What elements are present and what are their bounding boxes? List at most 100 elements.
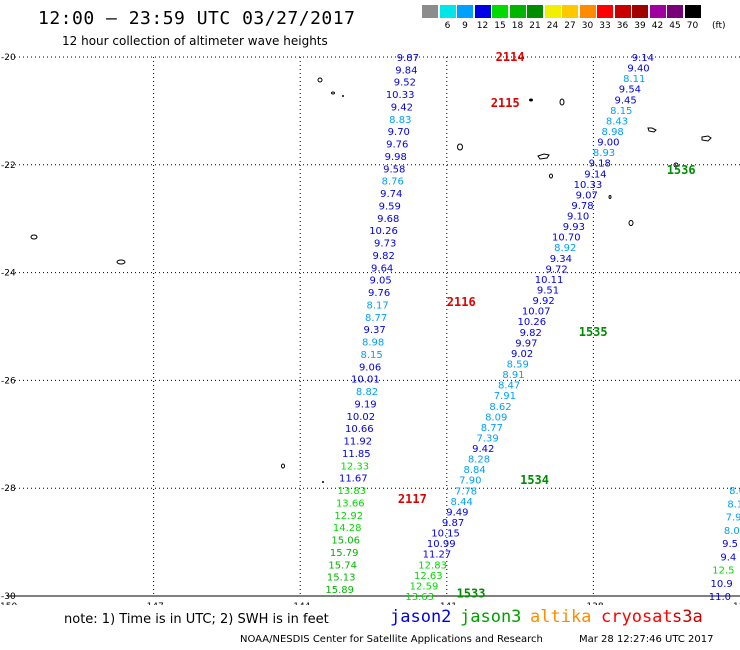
legend-swatch (422, 5, 438, 18)
wave-height-value: 9.42 (472, 444, 494, 455)
color-legend: 6 9 12 15 18 21 24 27 30 33 36 39 42 45 70 (ft) (422, 5, 740, 35)
wave-height-value: 9.02 (511, 349, 533, 360)
satellite-name: altika (530, 607, 592, 627)
legend-label: 45 (669, 21, 681, 31)
wave-height-value: 9.51 (537, 286, 559, 297)
credit-line: NOAA/NESDIS Center for Satellite Applica… (240, 634, 543, 645)
wave-height-value: 9.82 (520, 328, 542, 339)
wave-height-value: 9.07 (576, 190, 598, 201)
pass-label: 2116 (447, 295, 476, 309)
wave-height-value: 8.77 (481, 423, 503, 434)
wave-height-value: 11.0 (709, 592, 731, 603)
island (628, 220, 634, 226)
wave-height-value: 8.98 (362, 338, 384, 349)
wave-height-value: 10.26 (518, 317, 547, 328)
wave-height-value: 9.34 (550, 254, 572, 265)
wave-height-value: 7.90 (459, 476, 481, 487)
wave-height-value: 11.67 (339, 474, 368, 485)
legend-label: 70 (686, 21, 699, 31)
legend-label: 18 (511, 21, 524, 31)
legend-swatch (509, 5, 526, 18)
wave-height-value: 12.83 (418, 560, 447, 571)
wave-height-value: 13.63 (405, 592, 434, 603)
wave-height-value: 9.00 (597, 138, 619, 149)
wave-height-value: 8.28 (468, 455, 490, 466)
wave-height-value: 9.58 (383, 164, 405, 175)
lon-tick-label: -141 (437, 602, 457, 605)
wave-height-value: 10.01 (351, 375, 380, 386)
legend-swatch (544, 5, 561, 18)
wave-height-value: 15.13 (327, 573, 356, 584)
wave-height-value: 8.6 (729, 486, 740, 497)
wave-height-value: 9.98 (385, 152, 407, 163)
island (537, 153, 550, 160)
wave-height-value: 9.18 (589, 159, 611, 170)
island (457, 143, 463, 151)
island (701, 135, 712, 142)
wave-height-value: 12.5 (712, 566, 734, 577)
lat-tick-label: -28 (1, 484, 16, 494)
wave-height-value: 9.14 (632, 53, 654, 64)
lat-tick-label: -20 (1, 53, 16, 63)
wave-height-value: 8.98 (602, 127, 624, 138)
wave-height-value: 8.82 (356, 387, 378, 398)
legend-label: 6 (444, 21, 451, 31)
wave-height-value: 9.40 (627, 64, 649, 75)
wave-height-value: 9.76 (368, 288, 390, 299)
wave-height-value: 15.89 (325, 585, 354, 596)
wave-height-value: 10.99 (427, 539, 456, 550)
map-subtitle: 12 hour collection of altimeter wave hei… (62, 34, 328, 48)
wave-height-value: 8.15 (610, 106, 632, 117)
legend-swatch (439, 5, 456, 18)
wave-height-value: 9.87 (397, 53, 419, 64)
satellite-name: jason3 (460, 607, 522, 627)
wave-height-value: 9.82 (373, 251, 395, 262)
legend-label: 21 (529, 21, 541, 31)
wave-height-value: 10.9 (710, 579, 732, 590)
wave-height-value: 9.52 (394, 78, 416, 89)
wave-height-value: 15.06 (331, 536, 360, 547)
wave-height-value: 9.92 (533, 296, 555, 307)
pass-label: 1535 (579, 325, 608, 339)
wave-height-value: 7.78 (455, 486, 477, 497)
wave-height-value: 10.02 (347, 412, 376, 423)
wave-height-value: 7.9 (726, 513, 740, 524)
wave-height-value: 9.74 (380, 189, 402, 200)
legend-swatch (632, 5, 648, 18)
wave-height-value: 13.83 (337, 486, 366, 497)
lat-tick-label: -26 (1, 376, 16, 386)
wave-height-value: 8.76 (382, 177, 404, 188)
wave-height-value: 10.26 (369, 226, 398, 237)
wave-height-value: 13.66 (336, 498, 365, 509)
wave-height-value: 11.85 (342, 449, 371, 460)
wave-height-value: 8.84 (463, 465, 485, 476)
wave-height-value: 8.44 (451, 497, 473, 508)
island (529, 98, 533, 102)
legend-label: 9 (462, 21, 468, 31)
wave-height-value: 9.37 (363, 325, 385, 336)
wave-height-value: 9.05 (370, 276, 392, 287)
wave-height-value: 9.64 (371, 263, 393, 274)
wave-height-value: 8.62 (489, 402, 511, 413)
wave-height-value: 8.15 (360, 350, 382, 361)
legend-label: 42 (651, 21, 664, 31)
wave-height-value: 9.14 (584, 169, 606, 180)
legend-swatch (614, 5, 631, 18)
pass-label: 1533 (457, 586, 486, 600)
island (673, 162, 679, 168)
legend-swatch (597, 5, 613, 18)
wave-height-value: 9.19 (354, 399, 376, 410)
island (647, 127, 657, 133)
wave-height-value: 9.5 (722, 539, 738, 550)
wave-height-value: 9.84 (395, 65, 417, 76)
legend-label: 30 (581, 21, 594, 31)
wave-height-value: 8.77 (365, 313, 387, 324)
lon-tick-label: -135 (730, 602, 740, 605)
satellite-name: cryosat (601, 607, 673, 627)
wave-height-value: 9.93 (563, 222, 585, 233)
legend-swatch (492, 5, 508, 18)
legend-label: 24 (546, 21, 559, 31)
wave-height-value: 9.54 (619, 85, 641, 96)
legend-label: 15 (494, 21, 506, 31)
pass-labels: 2114 2115 2116 2117 1536 1535 1534 1533 (398, 50, 696, 600)
